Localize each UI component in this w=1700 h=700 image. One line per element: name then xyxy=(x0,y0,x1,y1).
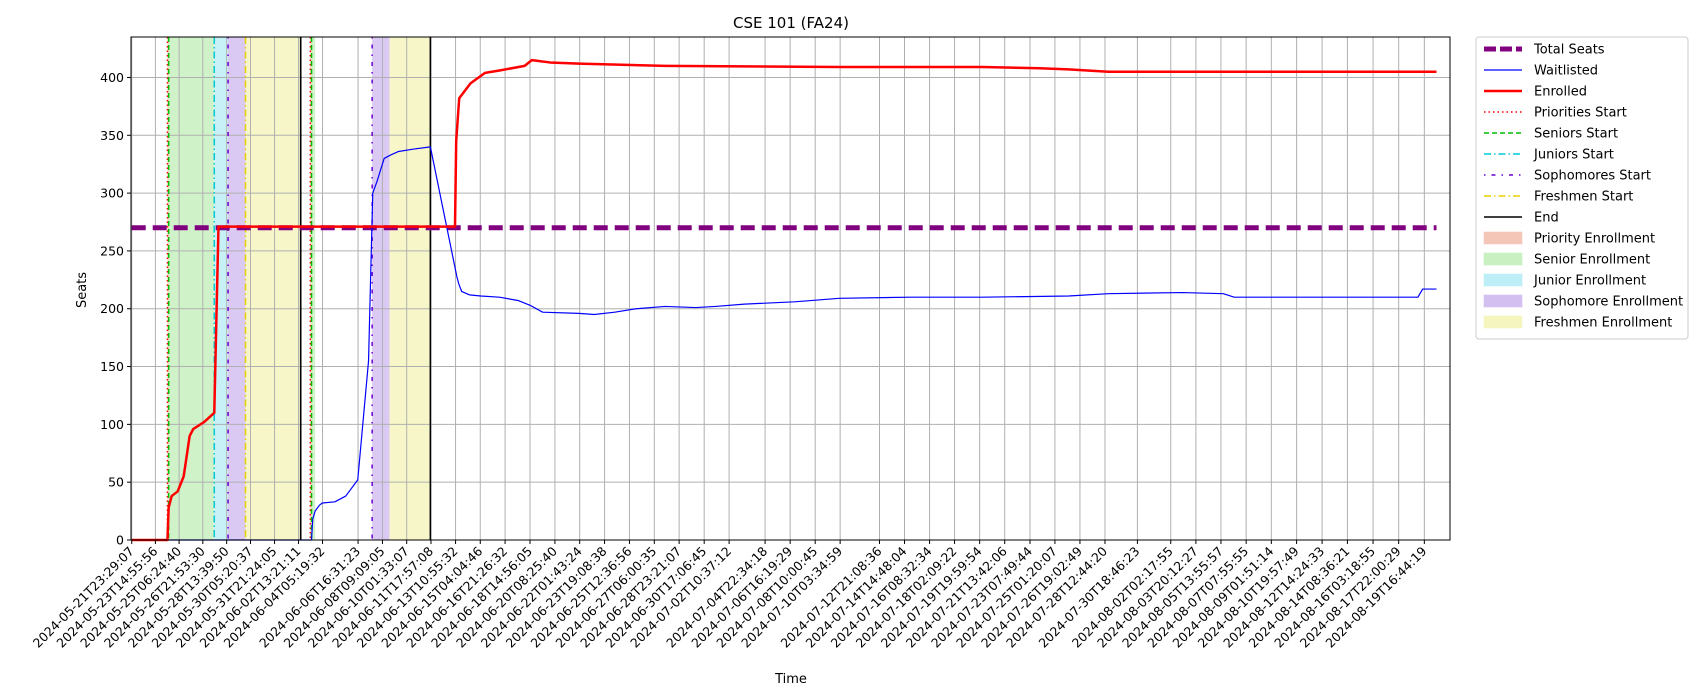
chart-title: CSE 101 (FA24) xyxy=(733,14,849,32)
series-line-enrolled xyxy=(131,58,1437,542)
legend-swatch-sophomore-enrollment xyxy=(1483,294,1523,308)
phase-band xyxy=(372,37,390,540)
legend-label-total-seats: Total Seats xyxy=(1533,43,1605,58)
legend-label-juniors-start: Juniors Start xyxy=(1533,148,1614,163)
phase-band xyxy=(168,37,215,540)
series-line-waitlisted xyxy=(131,146,1437,541)
y-tick-label: 100 xyxy=(100,417,124,432)
legend: Total Seats Waitlisted Enrolled Priorities … xyxy=(1475,36,1689,340)
legend-swatch-freshmen-enrollment xyxy=(1483,315,1523,329)
legend-label-priority-enrollment: Priority Enrollment xyxy=(1534,232,1655,247)
legend-swatch-senior-enrollment xyxy=(1483,252,1523,266)
legend-label-waitlisted: Waitlisted xyxy=(1534,64,1598,79)
y-tick-label: 50 xyxy=(108,475,124,490)
legend-label-enrolled: Enrolled xyxy=(1534,85,1587,100)
phase-band xyxy=(214,37,229,540)
phase-band xyxy=(311,37,316,540)
phase-band xyxy=(228,37,246,540)
legend-swatch-junior-enrollment xyxy=(1483,273,1523,287)
legend-label-end: End xyxy=(1534,211,1559,226)
y-tick-label: 250 xyxy=(100,243,124,258)
y-tick-label: 200 xyxy=(100,301,124,316)
y-tick-label: 150 xyxy=(100,359,124,374)
legend-label-senior-enrollment: Senior Enrollment xyxy=(1534,253,1650,268)
enrollment-phase-bands xyxy=(167,37,431,540)
legend-label-seniors-start: Seniors Start xyxy=(1534,127,1618,142)
x-axis-label: Time xyxy=(774,672,807,687)
legend-label-junior-enrollment: Junior Enrollment xyxy=(1533,274,1646,289)
y-tick-label: 300 xyxy=(100,186,124,201)
phase-start-lines xyxy=(166,37,432,540)
y-axis-ticks: 0 50 100 150 200 250 300 350 400 xyxy=(100,70,131,548)
legend-box xyxy=(1475,36,1689,340)
data-series xyxy=(131,58,1437,542)
legend-label-priorities-start: Priorities Start xyxy=(1534,106,1627,121)
grid-lines xyxy=(131,37,1450,541)
phase-band xyxy=(245,37,301,540)
y-tick-label: 350 xyxy=(100,128,124,143)
phase-band xyxy=(389,37,431,540)
legend-label-freshmen-enrollment: Freshmen Enrollment xyxy=(1534,316,1672,331)
y-axis-label: Seats xyxy=(75,272,90,308)
legend-label-sophomore-enrollment: Sophomore Enrollment xyxy=(1534,295,1683,310)
legend-swatch-priority-enrollment xyxy=(1483,231,1523,245)
y-tick-label: 400 xyxy=(100,70,124,85)
legend-label-freshmen-start: Freshmen Start xyxy=(1534,190,1633,205)
legend-label-sophomores-start: Sophomores Start xyxy=(1534,169,1651,184)
y-tick-label: 0 xyxy=(116,533,124,548)
